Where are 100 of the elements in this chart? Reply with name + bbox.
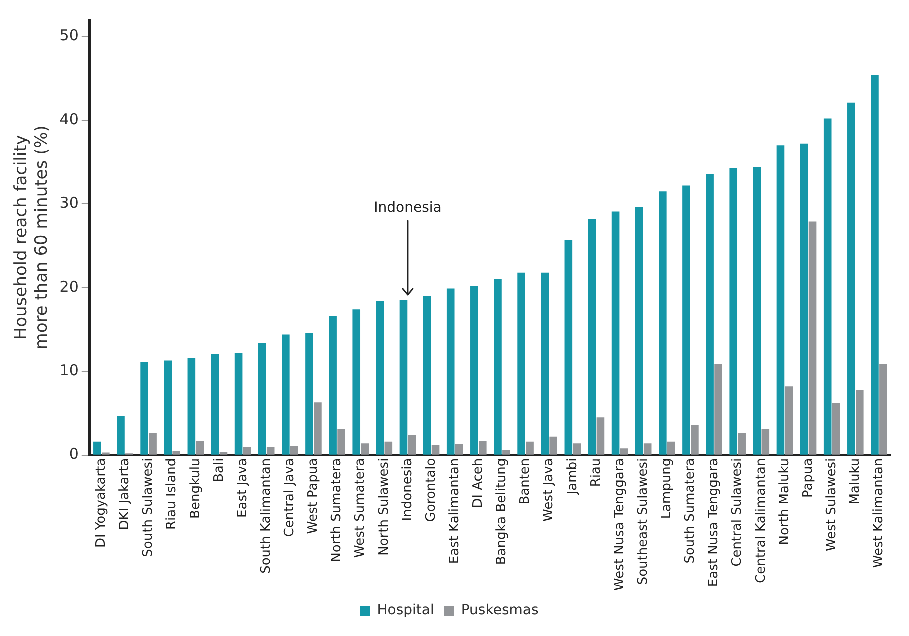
bar — [682, 186, 690, 455]
bar — [659, 192, 667, 455]
bar — [502, 450, 510, 455]
bar — [243, 446, 252, 455]
y-tick-label: 20 — [60, 278, 79, 296]
bar — [644, 444, 652, 455]
x-tick-label: North Sulawesi — [376, 458, 392, 556]
bar — [149, 434, 157, 455]
x-tick-label: South Sumatera — [683, 458, 698, 564]
bar — [620, 448, 628, 455]
x-tick-label: DKI Jakarta — [118, 458, 133, 530]
bar — [290, 446, 298, 455]
bar — [211, 354, 220, 455]
x-tick-label: Central Java — [282, 458, 298, 538]
x-tick-label: Lampung — [660, 458, 675, 520]
x-tick-label: Riau — [588, 458, 604, 488]
y-tick-label: 10 — [60, 361, 79, 380]
x-tick-label: Southeast Sulawesi — [636, 458, 651, 586]
bar — [848, 102, 856, 455]
bar — [306, 333, 314, 455]
bar — [573, 444, 582, 455]
bar — [762, 429, 770, 455]
bar — [871, 75, 879, 455]
x-tick-label: West Nusa Tenggara — [612, 458, 628, 592]
bar — [714, 364, 722, 455]
bar — [338, 429, 346, 455]
bar — [635, 208, 644, 455]
bar — [423, 296, 432, 455]
x-tick-label: Bengkulu — [188, 458, 204, 519]
bar — [596, 418, 605, 455]
legend-label: Hospital — [377, 602, 434, 619]
x-tick-label: Maluku — [848, 458, 864, 505]
bar — [588, 219, 596, 455]
x-tick-label: East Java — [235, 458, 250, 518]
bar — [432, 445, 440, 455]
y-axis-title: Household reach facility more than 60 minutes (%) — [12, 126, 52, 350]
bar — [455, 444, 464, 455]
y-tick-label: 30 — [60, 194, 79, 212]
bar — [140, 362, 148, 455]
x-tick-label: East Kalimantan — [447, 458, 462, 564]
bar — [824, 118, 832, 455]
bar — [706, 174, 714, 455]
bar — [196, 441, 204, 455]
x-tick-label: North Sumatera — [330, 458, 345, 562]
bar — [117, 416, 125, 455]
x-tick-label: West Papua — [306, 458, 322, 534]
x-tick-label: South Sulawesi — [141, 458, 156, 558]
bar — [880, 364, 888, 455]
x-tick-label: West Kalimantan — [872, 458, 887, 568]
x-tick-label: Gorontalo — [424, 458, 439, 522]
bar — [518, 272, 526, 455]
bar — [494, 280, 502, 455]
bar — [541, 272, 550, 455]
bar — [94, 442, 102, 455]
x-tick-label: Central Sulawesi — [730, 458, 746, 567]
x-tick-label: South Kalimantan — [258, 458, 274, 574]
bar — [258, 343, 266, 455]
x-tick-label: Bali — [212, 458, 227, 482]
bar — [550, 436, 558, 455]
bar — [446, 288, 455, 455]
annotation: Indonesia — [374, 200, 442, 216]
x-tick-label: North Maluku — [777, 458, 792, 546]
bar — [808, 222, 817, 455]
bar — [730, 168, 738, 455]
y-tick-label: 0 — [69, 445, 79, 464]
bar — [314, 402, 322, 455]
bar — [612, 212, 620, 455]
x-tick-label: East Nusa Tenggara — [706, 458, 722, 588]
x-tick-label: DI Aceh — [471, 458, 486, 508]
bar — [753, 167, 762, 455]
bar — [164, 360, 172, 455]
x-tick-label: West Sumatera — [353, 458, 368, 558]
bar — [234, 353, 243, 455]
bar — [282, 334, 290, 455]
bar — [832, 403, 840, 455]
bar — [479, 441, 487, 455]
bar — [172, 451, 180, 455]
bar — [776, 146, 785, 455]
bar — [691, 425, 699, 455]
x-tick-label: Bangka Belitung — [494, 458, 510, 566]
bar — [800, 144, 808, 455]
bar — [668, 442, 676, 455]
bar — [220, 452, 228, 455]
bar — [266, 446, 275, 455]
bar — [856, 390, 864, 455]
bar — [785, 386, 794, 455]
x-tick-label: Papua — [800, 458, 816, 498]
x-tick-label: DI Yogyakarta — [94, 458, 110, 548]
bar — [564, 240, 573, 455]
bar — [376, 301, 384, 455]
bar — [329, 316, 337, 455]
bar — [408, 435, 416, 455]
bar — [400, 300, 408, 455]
legend-label: Puskesmas — [461, 602, 539, 619]
y-tick-label: 50 — [60, 26, 79, 45]
x-tick-label: Jambi — [565, 458, 580, 496]
x-tick-label: West Java — [542, 458, 557, 522]
bar — [738, 434, 746, 455]
x-tick-label: Riau Island — [164, 458, 180, 530]
bar — [361, 444, 369, 455]
